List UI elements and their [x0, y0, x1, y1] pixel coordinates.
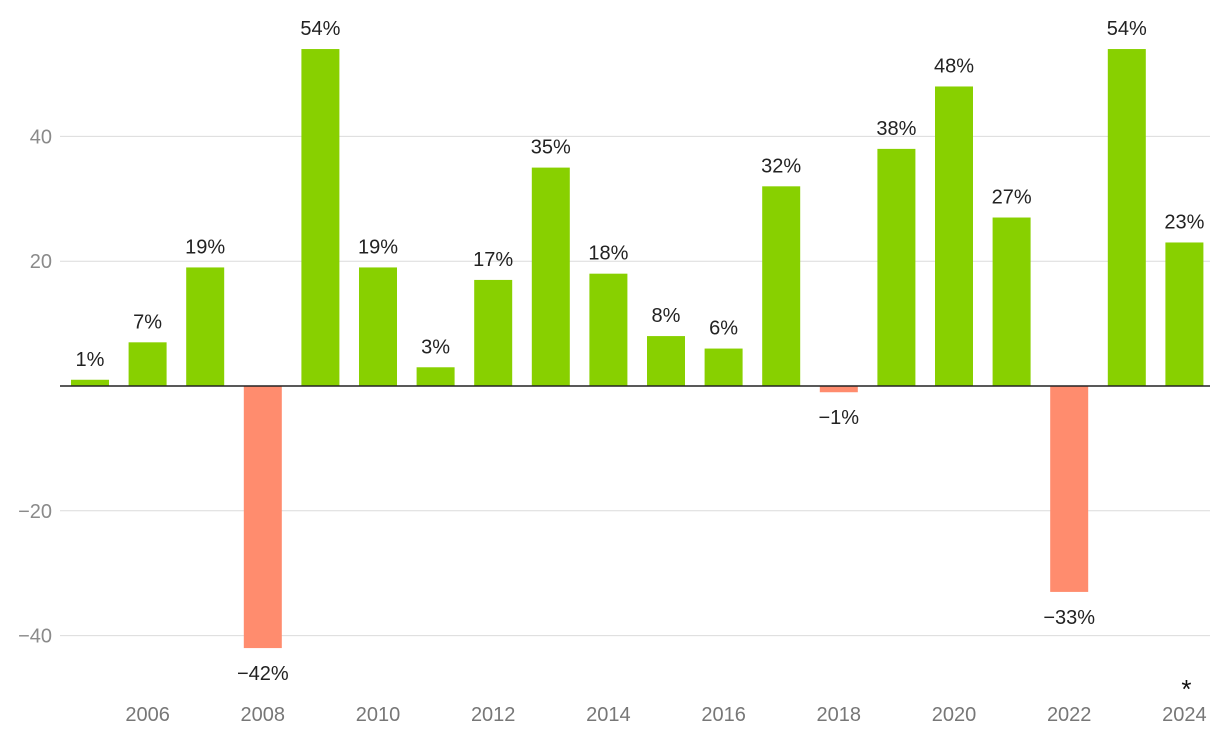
data-label-2014: 18%: [588, 243, 628, 265]
data-label-2018: −1%: [819, 407, 860, 429]
data-label-2015: 8%: [652, 305, 681, 327]
x-tick-label: 2012: [471, 704, 516, 726]
x-tick-label: 2006: [125, 704, 170, 726]
y-tick-label: −20: [18, 501, 52, 523]
bar-2012: [474, 279, 513, 386]
data-label-2012: 17%: [473, 249, 513, 271]
bar-2021: [992, 217, 1031, 386]
data-label-2005: 1%: [76, 349, 105, 371]
data-label-2009: 54%: [300, 18, 340, 40]
y-tick-label: 40: [30, 126, 52, 148]
bar-2017: [762, 186, 801, 386]
x-tick-label: 2024: [1162, 704, 1207, 726]
footnote-marker: *: [1181, 674, 1191, 704]
data-label-2023: 54%: [1107, 18, 1147, 40]
data-label-2024: 23%: [1164, 211, 1204, 233]
data-label-2007: 19%: [185, 236, 225, 258]
data-label-2008: −42%: [237, 663, 289, 685]
x-tick-label: 2016: [701, 704, 746, 726]
bar-2007: [186, 267, 225, 386]
data-label-2010: 19%: [358, 236, 398, 258]
data-label-2013: 35%: [531, 137, 571, 159]
bars: [71, 49, 1204, 649]
data-labels: 1% 7% 19% −42% 54% 19% 3% 17% 35% 18% 8% 6% 32% −1% 38…: [76, 18, 1205, 685]
bar-2014: [589, 273, 628, 386]
bar-2022: [1050, 386, 1089, 592]
bar-2024: [1165, 242, 1204, 386]
bar-2010: [359, 267, 397, 386]
x-axis-ticks: 2006 2008 2010 2012 2014 2016 2018 2020 2022 2024: [125, 704, 1206, 726]
data-label-2020: 48%: [934, 55, 974, 77]
bar-2008: [243, 386, 282, 649]
data-label-2016: 6%: [709, 318, 738, 340]
bar-2020: [935, 86, 973, 386]
y-axis-ticks: 40 20 −20 −40: [18, 126, 52, 647]
bar-2006: [128, 342, 167, 386]
bar-2013: [531, 167, 570, 386]
data-label-2006: 7%: [133, 311, 162, 333]
data-label-2022: −33%: [1043, 607, 1095, 629]
y-tick-label: −40: [18, 626, 52, 648]
bar-2016: [704, 348, 743, 386]
x-tick-label: 2018: [817, 704, 862, 726]
data-label-2021: 27%: [992, 187, 1032, 209]
data-label-2017: 32%: [761, 155, 801, 177]
y-tick-label: 20: [30, 251, 52, 273]
x-tick-label: 2010: [356, 704, 401, 726]
bar-2009: [301, 49, 340, 386]
bar-2019: [877, 148, 916, 386]
bar-2018: [819, 386, 858, 393]
bar-2015: [647, 336, 685, 386]
data-label-2011: 3%: [421, 336, 450, 358]
x-tick-label: 2020: [932, 704, 977, 726]
x-tick-label: 2022: [1047, 704, 1092, 726]
x-tick-label: 2014: [586, 704, 631, 726]
bar-2011: [416, 367, 455, 386]
data-label-2019: 38%: [876, 118, 916, 140]
x-tick-label: 2008: [241, 704, 286, 726]
bar-2023: [1107, 49, 1146, 386]
bar-2005: [71, 379, 109, 386]
